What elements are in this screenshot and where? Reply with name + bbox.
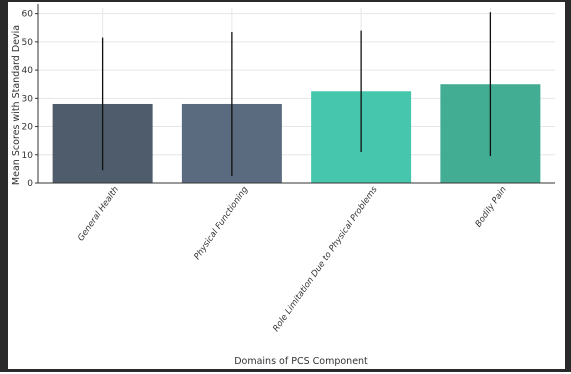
y-tick-labels: 0 10 20 30 40 50 60 [22, 10, 34, 189]
x-tick-label: General Health [76, 185, 121, 243]
x-tick-label: Physical Functioning [192, 184, 250, 261]
bar-chart: 0 10 20 30 40 50 60 General Health Physical Fun… [11, 4, 555, 367]
y-tick-label: 50 [22, 38, 34, 48]
x-axis-label: Domains of PCS Component [234, 356, 368, 367]
y-tick-label: 40 [22, 66, 34, 76]
error-bars [101, 12, 492, 176]
y-tick-label: 0 [27, 179, 33, 189]
y-tick-label: 20 [22, 123, 34, 133]
x-tick-labels: General Health Physical Functioning Role L… [76, 184, 509, 333]
y-tick-label: 60 [22, 10, 34, 20]
axes [35, 4, 555, 184]
x-tick-label: Role Limitation Due to Physical Problems [271, 185, 380, 334]
y-tick-label: 10 [22, 151, 34, 161]
y-axis-label: Mean Scores with Standard Devia [11, 25, 22, 185]
bars [52, 84, 541, 183]
x-tick-label: Bodily Pain [474, 185, 509, 229]
y-tick-label: 30 [22, 94, 34, 104]
